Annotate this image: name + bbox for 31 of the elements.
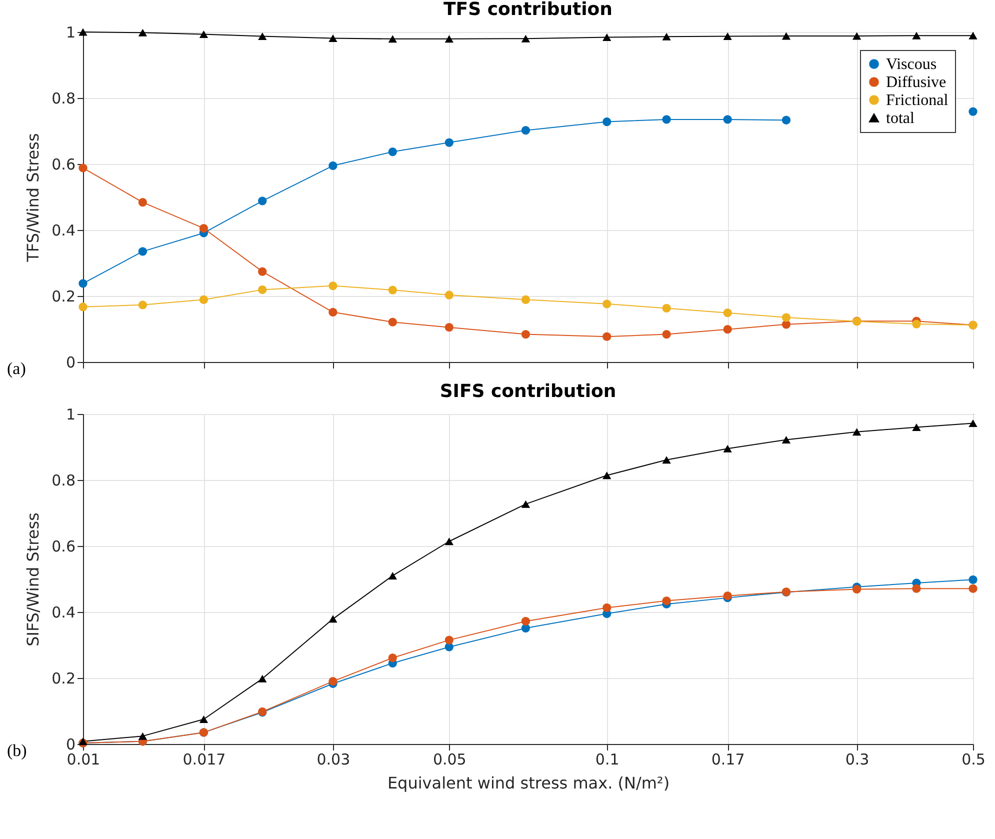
y-tick-label: 0 [66, 354, 76, 372]
x-tick-label: 0.17 [711, 750, 745, 768]
y-tick-label: 0.6 [52, 156, 76, 174]
y-tick-label: 0.8 [52, 472, 76, 490]
y-tick-label: 0 [66, 736, 76, 754]
y-tick-label: 0.2 [52, 670, 76, 688]
chart-title: TFS contribution [444, 0, 612, 20]
y-tick-label: 1 [66, 24, 76, 42]
x-tick-label: 0.5 [962, 750, 986, 768]
y-tick-label: 0.4 [52, 222, 76, 240]
text: (a) [7, 359, 26, 378]
y-tick-label: 1 [66, 406, 76, 424]
y-tick-label: 0.4 [52, 604, 76, 622]
y-tick-label: 0.2 [52, 288, 76, 306]
y-axis-title: SIFS/Wind Stress [24, 512, 43, 646]
chart-title: SIFS contribution [440, 381, 616, 402]
x-axis-title: Equivalent wind stress max. (N/m²) [387, 774, 670, 792]
text: (b) [7, 741, 27, 760]
legend-label: Viscous [886, 56, 937, 73]
legend-label: Diffusive [886, 74, 946, 91]
x-tick-label: 0.3 [845, 750, 870, 768]
legend-label: total [886, 110, 915, 127]
y-tick-label: 0.8 [52, 90, 76, 108]
y-tick-label: 0.6 [52, 538, 76, 556]
y-axis-title: TFS/Wind Stress [24, 133, 43, 263]
x-tick-label: 0.017 [182, 750, 226, 768]
x-tick-label: 0.1 [595, 750, 620, 768]
x-tick-label: 0.01 [66, 750, 100, 768]
x-tick-label: 0.03 [316, 750, 350, 768]
x-tick-label: 0.05 [432, 750, 466, 768]
legend-label: Frictional [886, 92, 949, 109]
